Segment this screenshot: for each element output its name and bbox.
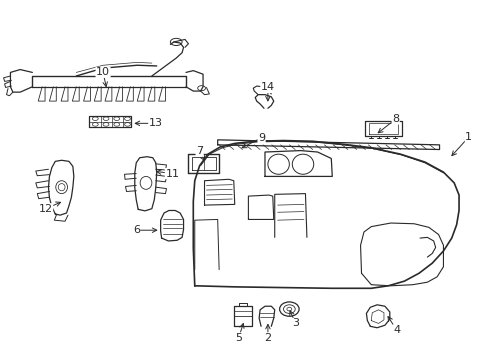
- Text: 14: 14: [260, 82, 274, 93]
- Text: 6: 6: [132, 225, 140, 235]
- Text: 3: 3: [292, 319, 299, 328]
- Text: 11: 11: [165, 168, 179, 179]
- Text: 2: 2: [264, 333, 271, 343]
- Text: 12: 12: [39, 204, 53, 214]
- Text: 4: 4: [392, 325, 399, 335]
- Text: 10: 10: [96, 67, 110, 77]
- Text: 13: 13: [148, 118, 163, 128]
- Text: 9: 9: [258, 133, 264, 143]
- Text: 1: 1: [465, 132, 471, 142]
- Text: 5: 5: [235, 333, 242, 343]
- Text: 7: 7: [196, 146, 203, 156]
- Text: 8: 8: [391, 114, 398, 124]
